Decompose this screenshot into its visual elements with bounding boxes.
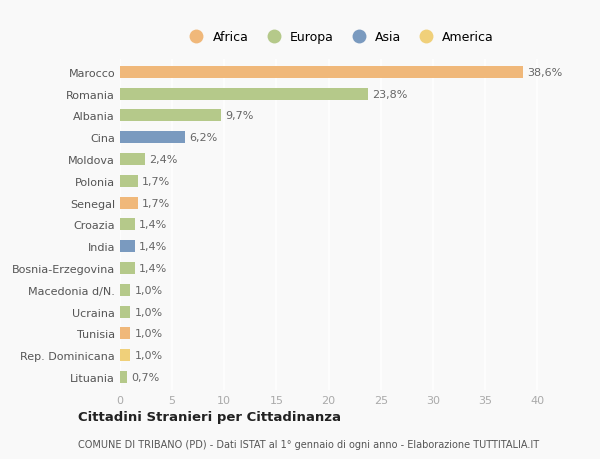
Text: 1,0%: 1,0%	[134, 285, 163, 295]
Text: 1,4%: 1,4%	[139, 220, 167, 230]
Text: 6,2%: 6,2%	[189, 133, 217, 143]
Text: 23,8%: 23,8%	[373, 90, 408, 100]
Bar	[120, 371, 127, 383]
Bar	[120, 284, 130, 296]
Bar	[120, 154, 145, 166]
Legend: Africa, Europa, Asia, America: Africa, Europa, Asia, America	[179, 26, 499, 49]
Bar	[120, 132, 185, 144]
Bar	[120, 241, 134, 252]
Text: 0,7%: 0,7%	[131, 372, 160, 382]
Text: 1,4%: 1,4%	[139, 263, 167, 274]
Text: COMUNE DI TRIBANO (PD) - Dati ISTAT al 1° gennaio di ogni anno - Elaborazione TU: COMUNE DI TRIBANO (PD) - Dati ISTAT al 1…	[78, 440, 539, 449]
Text: 1,0%: 1,0%	[134, 329, 163, 339]
Text: 1,0%: 1,0%	[134, 350, 163, 360]
Text: 1,0%: 1,0%	[134, 307, 163, 317]
Text: 1,7%: 1,7%	[142, 176, 170, 186]
Bar	[120, 175, 138, 187]
Bar	[120, 219, 134, 231]
Bar	[120, 306, 130, 318]
Text: 38,6%: 38,6%	[527, 68, 562, 78]
Text: Cittadini Stranieri per Cittadinanza: Cittadini Stranieri per Cittadinanza	[78, 410, 341, 423]
Text: 1,7%: 1,7%	[142, 198, 170, 208]
Text: 9,7%: 9,7%	[226, 111, 254, 121]
Text: 2,4%: 2,4%	[149, 155, 178, 165]
Bar	[120, 89, 368, 101]
Bar	[120, 110, 221, 122]
Bar	[120, 197, 138, 209]
Text: 1,4%: 1,4%	[139, 241, 167, 252]
Bar	[120, 349, 130, 361]
Bar	[120, 67, 523, 78]
Bar	[120, 328, 130, 340]
Bar	[120, 263, 134, 274]
